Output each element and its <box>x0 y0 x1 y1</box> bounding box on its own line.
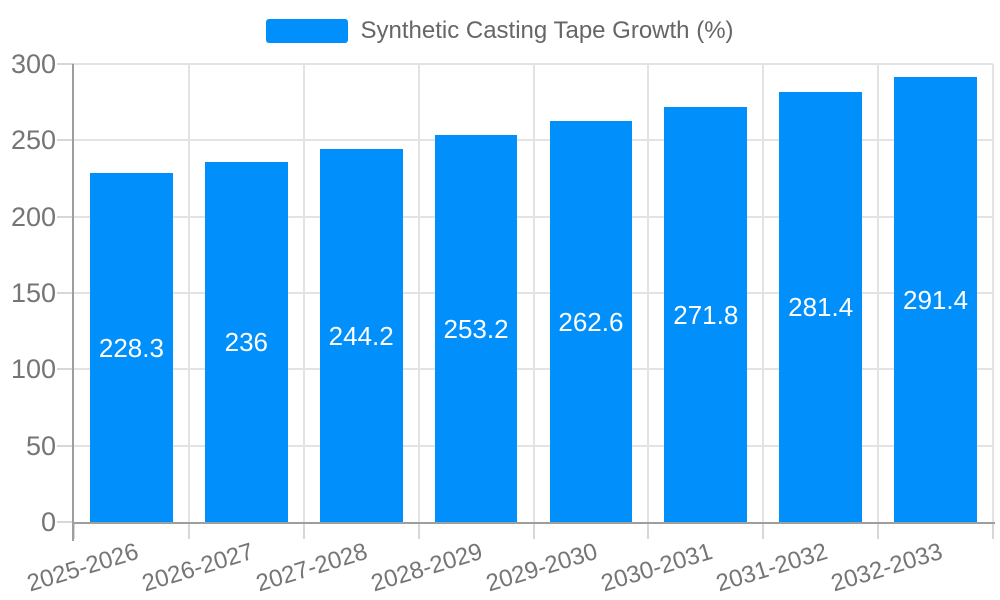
gridline-horizontal <box>74 292 993 294</box>
x-axis-label: 2026-2027 <box>138 538 257 598</box>
gridline-horizontal <box>74 63 993 65</box>
bar-value-label: 236 <box>224 326 268 357</box>
x-axis-label: 2032-2033 <box>827 538 946 598</box>
y-axis-tick <box>57 444 74 447</box>
x-axis-label: 2025-2026 <box>23 538 142 598</box>
y-axis-tick-label: 200 <box>10 201 56 232</box>
y-axis-tick <box>57 292 74 294</box>
x-axis-label: 2029-2030 <box>483 538 601 598</box>
gridline-horizontal <box>74 368 993 371</box>
x-axis-tick <box>73 523 75 539</box>
bar-2025-2026[interactable] <box>90 173 173 522</box>
x-axis-tick <box>417 523 420 539</box>
y-axis-tick <box>57 521 74 523</box>
bar-value-label: 281.4 <box>788 292 854 323</box>
x-axis-label: 2027-2028 <box>253 538 372 598</box>
x-axis-tick <box>877 523 880 539</box>
gridline-horizontal <box>74 139 993 142</box>
y-axis-tick-label: 50 <box>25 430 56 461</box>
x-axis-tick <box>187 523 190 539</box>
y-axis-tick <box>57 368 74 371</box>
bar-value-label: 262.6 <box>558 306 624 337</box>
x-axis-label: 2028-2029 <box>368 538 486 598</box>
bar-value-label: 291.4 <box>903 284 969 315</box>
gridline-horizontal <box>74 215 993 218</box>
y-axis-tick-label: 0 <box>40 507 56 537</box>
bar-2032-2033[interactable] <box>894 77 977 522</box>
bar-2029-2030[interactable] <box>549 121 633 522</box>
bar-2027-2028[interactable] <box>319 149 403 522</box>
y-axis-tick <box>57 63 74 65</box>
y-axis-line <box>72 64 74 541</box>
x-axis-tick <box>762 523 765 539</box>
x-axis-tick <box>647 523 650 539</box>
y-axis-tick <box>57 215 74 218</box>
y-axis-tick-label: 150 <box>10 278 56 308</box>
y-axis-tick-label: 100 <box>10 354 56 385</box>
bar-value-label: 253.2 <box>443 313 509 344</box>
bar-value-label: 271.8 <box>673 299 739 330</box>
y-axis-tick <box>57 139 74 142</box>
bar-2031-2032[interactable] <box>779 92 863 522</box>
bar-2030-2031[interactable] <box>664 107 748 522</box>
legend-marker <box>266 19 349 43</box>
y-axis-tick-label: 300 <box>10 49 56 79</box>
gridline-vertical <box>992 64 994 522</box>
bar-2026-2027[interactable] <box>204 161 288 522</box>
bar-value-label: 244.2 <box>328 320 394 351</box>
x-axis-tick <box>532 523 535 539</box>
legend-label: Synthetic Casting Tape Growth (%) <box>360 17 734 44</box>
gridline-horizontal <box>74 444 993 447</box>
x-axis-label: 2031-2032 <box>712 538 831 598</box>
x-axis-tick <box>992 523 994 539</box>
x-axis-tick <box>302 523 305 539</box>
legend[interactable]: Synthetic Casting Tape Growth (%) <box>0 17 1000 45</box>
x-axis-label: 2030-2031 <box>598 538 716 598</box>
x-axis-line <box>72 522 995 524</box>
bar-value-label: 228.3 <box>98 332 164 363</box>
y-axis-tick-label: 250 <box>10 125 56 156</box>
bar-2028-2029[interactable] <box>434 135 518 522</box>
